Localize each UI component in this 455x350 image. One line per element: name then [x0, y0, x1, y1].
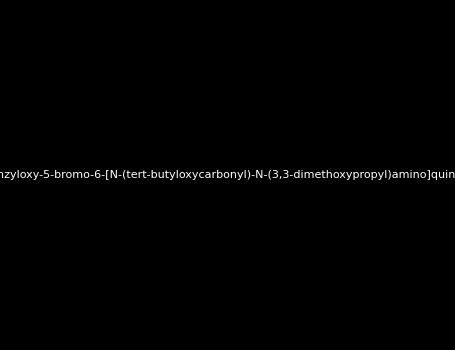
Text: 8-benzyloxy-5-bromo-6-[N-(tert-butyloxycarbonyl)-N-(3,3-dimethoxypropyl)amino]qu: 8-benzyloxy-5-bromo-6-[N-(tert-butyloxyc… — [0, 170, 455, 180]
